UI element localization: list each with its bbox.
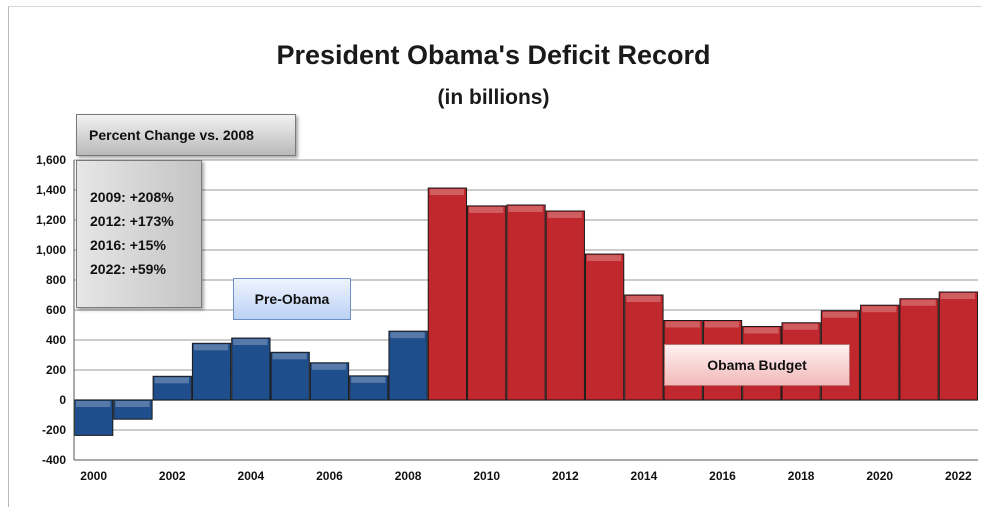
y-tick-label: 0 bbox=[59, 393, 66, 407]
y-tick-label: -200 bbox=[42, 423, 66, 437]
bar-highlight bbox=[547, 212, 582, 218]
bar-2006 bbox=[309, 362, 350, 401]
percent-change-header: Percent Change vs. 2008 bbox=[76, 114, 296, 156]
bar-highlight bbox=[115, 401, 150, 407]
bar-highlight bbox=[429, 189, 465, 196]
percent-change-header-label: Percent Change vs. 2008 bbox=[89, 127, 254, 143]
y-tick-label: 600 bbox=[46, 303, 66, 317]
bar-highlight bbox=[704, 321, 740, 328]
chart-frame bbox=[8, 6, 982, 507]
x-tick-label: 2014 bbox=[631, 469, 658, 483]
x-tick-label: 2000 bbox=[80, 469, 107, 483]
x-tick-label: 2022 bbox=[945, 469, 972, 483]
bar-highlight bbox=[469, 206, 504, 213]
bar-highlight bbox=[272, 353, 307, 360]
bar-2010 bbox=[467, 205, 507, 401]
bar-2013 bbox=[584, 253, 625, 401]
x-tick-label: 2006 bbox=[316, 469, 343, 483]
bar-2001 bbox=[113, 399, 153, 420]
percent-change-line: 2016: +15% bbox=[90, 237, 166, 253]
bar-highlight bbox=[193, 344, 229, 351]
bar-2014 bbox=[624, 294, 664, 401]
percent-change-line: 2009: +208% bbox=[90, 189, 174, 205]
chart-subtitle: (in billions) bbox=[437, 86, 550, 109]
percent-change-box: 2009: +208% 2012: +173% 2016: +15% 2022:… bbox=[76, 160, 202, 308]
bar-highlight bbox=[626, 296, 661, 302]
bar-highlight bbox=[233, 339, 268, 346]
bar-2008 bbox=[388, 330, 428, 401]
bar-2005 bbox=[270, 351, 310, 401]
bar-2002 bbox=[152, 375, 192, 401]
axes: -400 -200 0 200 400 600 800 1,000 1,200 1,400 1,60… bbox=[36, 153, 978, 483]
bar-highlight bbox=[311, 363, 347, 370]
percent-change-line: 2012: +173% bbox=[90, 213, 174, 229]
x-tick-label: 2016 bbox=[709, 469, 736, 483]
pre-obama-label: Pre-Obama bbox=[233, 278, 351, 320]
bar-2020 bbox=[860, 304, 900, 401]
bar-highlight bbox=[390, 332, 425, 339]
bar-highlight bbox=[744, 327, 779, 334]
bars bbox=[74, 187, 979, 436]
bar-2009 bbox=[427, 187, 468, 401]
y-tick-label: -400 bbox=[42, 453, 66, 467]
x-tick-label: 2012 bbox=[552, 469, 579, 483]
bar-highlight bbox=[783, 323, 818, 330]
y-tick-label: 1,600 bbox=[36, 153, 66, 167]
bar-highlight bbox=[822, 311, 858, 318]
bar-highlight bbox=[154, 377, 189, 384]
y-tick-label: 1,400 bbox=[36, 183, 66, 197]
bar-2007 bbox=[349, 375, 389, 401]
bar-2012 bbox=[545, 210, 585, 401]
y-tick-label: 200 bbox=[46, 363, 66, 377]
x-tick-label: 2018 bbox=[788, 469, 815, 483]
x-tick-label: 2020 bbox=[866, 469, 893, 483]
percent-change-line: 2022: +59% bbox=[90, 261, 166, 277]
y-tick-label: 400 bbox=[46, 333, 66, 347]
bar-2011 bbox=[506, 204, 546, 401]
bar-highlight bbox=[76, 401, 111, 407]
bar-2003 bbox=[191, 342, 232, 401]
bar-2000 bbox=[74, 399, 114, 436]
obama-budget-label: Obama Budget bbox=[664, 344, 850, 386]
bar-2021 bbox=[899, 298, 939, 401]
bar-2022 bbox=[938, 291, 979, 401]
bar-2004 bbox=[231, 337, 271, 401]
y-tick-label: 1,200 bbox=[36, 213, 66, 227]
x-tick-label: 2002 bbox=[159, 469, 186, 483]
bar-highlight bbox=[508, 206, 543, 212]
bar-highlight bbox=[665, 321, 700, 328]
x-tick-label: 2008 bbox=[395, 469, 422, 483]
x-tick-label: 2004 bbox=[238, 469, 265, 483]
bar-highlight bbox=[351, 376, 386, 383]
y-tick-label: 800 bbox=[46, 273, 66, 287]
bar-highlight bbox=[901, 299, 936, 306]
y-tick-label: 1,000 bbox=[36, 243, 66, 257]
bar-highlight bbox=[862, 306, 897, 313]
bar-highlight bbox=[940, 293, 975, 299]
bar-highlight bbox=[586, 255, 622, 262]
chart-title: President Obama's Deficit Record bbox=[276, 40, 711, 70]
x-tick-label: 2010 bbox=[473, 469, 500, 483]
